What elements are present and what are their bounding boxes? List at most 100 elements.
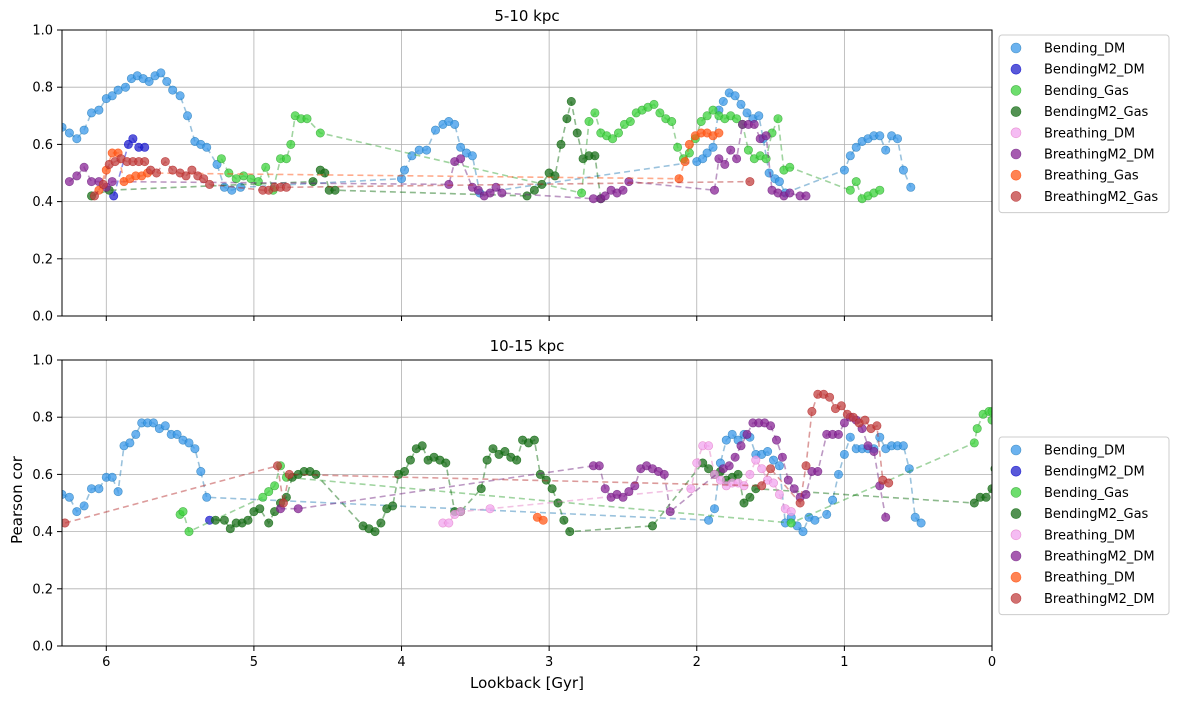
data-point	[742, 429, 752, 439]
data-point	[376, 518, 386, 528]
series-bending-dm	[62, 68, 916, 198]
data-point	[600, 484, 610, 494]
data-point	[732, 114, 742, 124]
data-point	[422, 145, 432, 155]
data-point	[743, 145, 753, 155]
legend-marker	[1010, 465, 1022, 477]
data-point	[600, 191, 610, 201]
series-bendingm2-gas	[211, 435, 992, 537]
data-point	[696, 117, 706, 127]
data-point	[125, 438, 135, 448]
data-point	[444, 179, 454, 189]
data-point	[90, 191, 100, 201]
data-point	[869, 446, 879, 456]
data-point	[766, 464, 776, 474]
legend-marker	[1010, 42, 1022, 54]
legend-label: Bending_Gas	[1044, 84, 1129, 99]
x-tick-label: 5	[250, 655, 258, 670]
x-tick-label: 0	[988, 655, 996, 670]
data-point	[739, 498, 749, 508]
data-point	[715, 475, 725, 485]
data-point	[140, 142, 150, 152]
data-point	[872, 421, 882, 431]
shared-x-axis-label: Lookback [Gyr]	[470, 674, 584, 692]
legend-marker	[1010, 444, 1022, 456]
data-point	[684, 139, 694, 149]
data-point	[649, 99, 659, 109]
legend-marker	[1010, 169, 1022, 181]
series-breathingm2-dm	[64, 119, 811, 204]
data-point	[529, 435, 539, 445]
data-point	[62, 122, 67, 132]
data-point	[789, 484, 799, 494]
data-point	[98, 179, 108, 189]
data-point	[202, 142, 212, 152]
data-point	[863, 441, 873, 451]
data-point	[727, 429, 737, 439]
series-breathingm2-dm	[275, 412, 891, 522]
data-point	[904, 464, 914, 474]
series-breathingm2-dm	[62, 389, 894, 528]
y-tick-label: 0.8	[32, 411, 53, 426]
data-point	[522, 191, 532, 201]
data-point	[236, 182, 246, 192]
data-point	[482, 455, 492, 465]
data-point	[272, 461, 282, 471]
data-point	[845, 185, 855, 195]
y-tick-label: 0.2	[32, 252, 53, 267]
data-point	[733, 469, 743, 479]
data-point	[64, 177, 74, 187]
data-point	[485, 188, 495, 198]
data-point	[308, 177, 318, 187]
data-point	[757, 464, 767, 474]
panel-5-10-kpc: 0.00.20.40.60.81.05-10 kpcBending_DMBend…	[32, 7, 1170, 325]
data-point	[202, 492, 212, 502]
data-point	[736, 99, 746, 109]
data-point	[726, 145, 736, 155]
y-tick-label: 1.0	[32, 354, 53, 369]
data-point	[430, 125, 440, 135]
legend-label: Breathing_Gas	[1044, 169, 1139, 184]
data-point	[79, 125, 89, 135]
data-point	[783, 475, 793, 485]
data-point	[749, 119, 759, 129]
data-point	[981, 492, 991, 502]
data-point	[739, 481, 749, 491]
data-point	[388, 501, 398, 511]
data-point	[774, 461, 784, 471]
data-point	[702, 111, 712, 121]
legend-label: Bending_DM	[1044, 42, 1125, 57]
data-point	[107, 177, 117, 187]
data-point	[566, 97, 576, 107]
data-point	[667, 117, 677, 127]
data-point	[320, 168, 330, 178]
data-point	[175, 91, 185, 101]
legend-marker	[1010, 106, 1022, 117]
axes-frame	[61, 359, 993, 647]
y-tick-label: 0.4	[32, 525, 53, 540]
data-point	[199, 174, 209, 184]
data-point	[839, 449, 849, 459]
data-point	[572, 128, 582, 138]
legend-item: BreathingM2_Gas	[1010, 190, 1158, 205]
data-point	[730, 452, 740, 462]
data-point	[121, 82, 131, 92]
data-point	[785, 188, 795, 198]
data-point	[553, 498, 563, 508]
data-point	[396, 174, 406, 184]
data-point	[500, 446, 510, 456]
data-point	[405, 455, 415, 465]
data-point	[745, 492, 755, 502]
data-point	[822, 509, 832, 519]
legend-label: Bending_DM	[1044, 444, 1125, 459]
data-point	[647, 521, 657, 531]
data-point	[892, 134, 902, 144]
data-point	[370, 527, 380, 537]
data-point	[253, 177, 263, 187]
data-point	[839, 418, 849, 428]
series-line	[64, 393, 890, 524]
legend-label: BendingM2_Gas	[1044, 507, 1149, 522]
data-point	[736, 441, 746, 451]
data-point	[680, 157, 690, 167]
data-point	[590, 151, 600, 161]
